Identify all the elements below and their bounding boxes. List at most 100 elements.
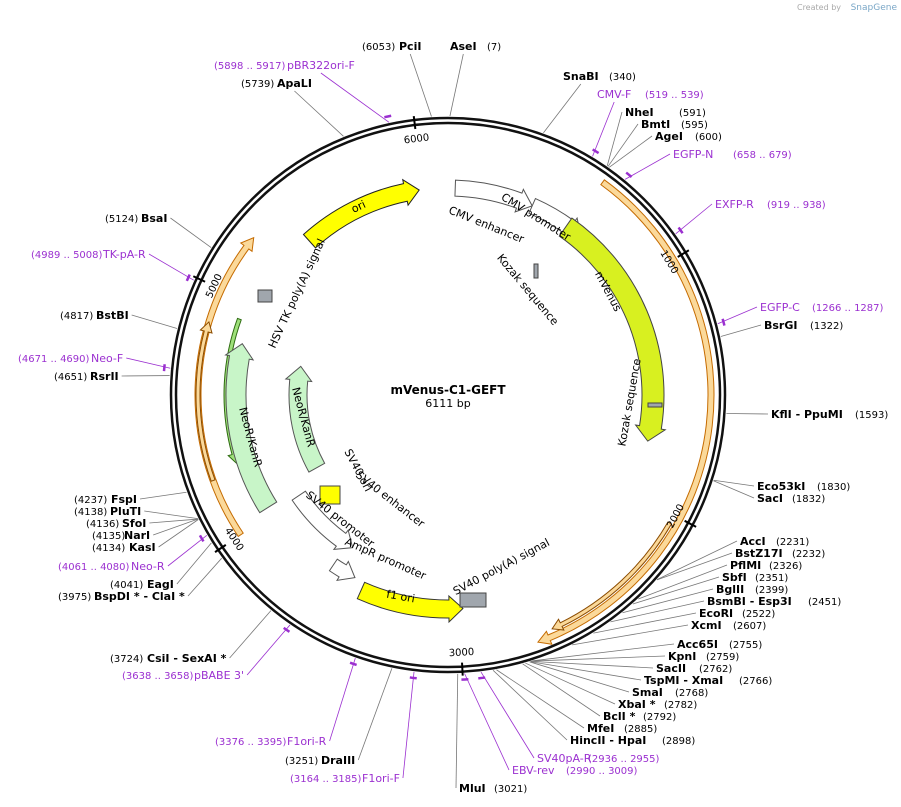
site-position: (2607) <box>733 621 766 632</box>
leader-line <box>593 612 697 634</box>
primer-marker <box>592 148 600 155</box>
site-name: HincII - HpaI <box>570 734 646 747</box>
leader-line <box>657 540 738 580</box>
site-name: RsrII <box>90 370 119 383</box>
primer-range: (4061 .. 4080) <box>58 562 130 573</box>
ruler-tick <box>684 519 697 528</box>
site-name: KasI <box>129 541 156 554</box>
site-position: (591) <box>679 108 706 119</box>
feature-arrow <box>356 581 464 624</box>
leader-line <box>187 557 223 597</box>
primer-range: (3376 .. 3395) <box>215 737 287 748</box>
primer-marker <box>384 114 392 119</box>
leader-line <box>294 90 344 137</box>
site-position: (3724) <box>110 654 143 665</box>
feature-label: AmpR promoter <box>343 535 429 583</box>
ruler-tick <box>412 115 417 130</box>
site-position: (2755) <box>729 640 762 651</box>
site-name: PflMI <box>730 559 761 572</box>
leader-line <box>167 535 208 567</box>
site-position: (2351) <box>755 573 788 584</box>
leader-line <box>131 314 178 329</box>
site-position: (2762) <box>699 664 732 675</box>
site-name: XbaI * <box>618 698 656 711</box>
site-name: BglII <box>716 583 744 596</box>
leader-line <box>622 588 714 614</box>
cds-arc <box>195 320 216 482</box>
leader-line <box>229 610 272 659</box>
leader-line <box>357 668 393 761</box>
primer-name: Neo-R <box>131 560 165 573</box>
site-name: AgeI <box>655 130 683 143</box>
cds-arc <box>537 179 715 645</box>
site-position: (2326) <box>769 561 802 572</box>
primer-range: (5898 .. 5917) <box>214 61 286 72</box>
site-position: (2522) <box>742 609 775 620</box>
leader-line <box>529 661 630 693</box>
primer-marker <box>349 661 358 667</box>
site-position: (4817) <box>60 311 93 322</box>
leader-line <box>153 518 199 536</box>
leader-line <box>532 643 675 662</box>
primer-marker <box>282 626 291 633</box>
feature-box <box>647 402 663 408</box>
site-name: SbfI <box>722 571 747 584</box>
ruler-tick <box>677 249 690 258</box>
feature-label: SV40 poly(A) signal <box>451 536 552 598</box>
site-position: (4651) <box>54 372 87 383</box>
primer-name: EBV-rev <box>512 764 555 777</box>
leader-line <box>531 655 666 662</box>
site-name: NarI <box>124 529 150 542</box>
leader-line <box>607 123 639 167</box>
site-name: Acc65I <box>677 638 718 651</box>
leader-line <box>610 600 705 623</box>
feature-arrow <box>454 179 533 213</box>
site-position: (2231) <box>776 537 809 548</box>
site-position: (1830) <box>817 482 850 493</box>
primer-range: (3164 .. 3185) <box>290 774 362 785</box>
site-position: (2766) <box>739 676 772 687</box>
site-name: KpnI <box>668 650 696 663</box>
primer-name: EXFP-R <box>715 198 754 211</box>
primer-name: SV40pA-R <box>537 752 592 765</box>
site-position: (4135) <box>92 531 125 542</box>
site-position: (1322) <box>810 321 843 332</box>
leader-line <box>543 83 582 134</box>
primer-range: (4671 .. 4690) <box>18 354 90 365</box>
site-position: (3021) <box>494 784 527 795</box>
site-name: SmaI <box>632 686 663 699</box>
site-position: (1593) <box>855 410 888 421</box>
feature-label: ori <box>349 198 367 216</box>
site-position: (5124) <box>105 214 138 225</box>
site-position: (2898) <box>662 736 695 747</box>
feature-arrow <box>284 365 326 473</box>
leader-line <box>713 480 755 499</box>
leader-line <box>480 671 535 759</box>
ruler-label: 4000 <box>222 526 245 553</box>
feature-label: HSV TK poly(A) signal <box>266 237 328 350</box>
site-name: BclI * <box>603 710 636 723</box>
site-name: SfoI <box>122 517 146 530</box>
brand: SnapGene <box>851 3 898 13</box>
primer-marker <box>162 364 166 372</box>
site-name: CsiI - SexAI * <box>147 652 227 665</box>
primer-range: (1266 .. 1287) <box>812 303 884 314</box>
site-position: (2451) <box>808 597 841 608</box>
site-position: (340) <box>609 72 636 83</box>
feature-box <box>459 592 487 608</box>
leader-line <box>656 552 733 581</box>
primer-range: (658 .. 679) <box>733 150 792 161</box>
site-name: BsrGI <box>764 319 797 332</box>
site-position: (2768) <box>675 688 708 699</box>
site-position: (600) <box>695 132 722 143</box>
site-position: (3975) <box>58 592 91 603</box>
site-name: DraIII <box>321 754 355 767</box>
site-name: FspI <box>111 493 137 506</box>
site-name: BstBI <box>96 309 129 322</box>
ruler-label: 6000 <box>403 132 430 146</box>
site-name: AseI <box>450 40 477 53</box>
feature-label: f1 ori <box>385 588 416 606</box>
ruler-tick <box>214 544 227 553</box>
primer-marker <box>185 274 191 282</box>
site-position: (7) <box>487 42 501 53</box>
